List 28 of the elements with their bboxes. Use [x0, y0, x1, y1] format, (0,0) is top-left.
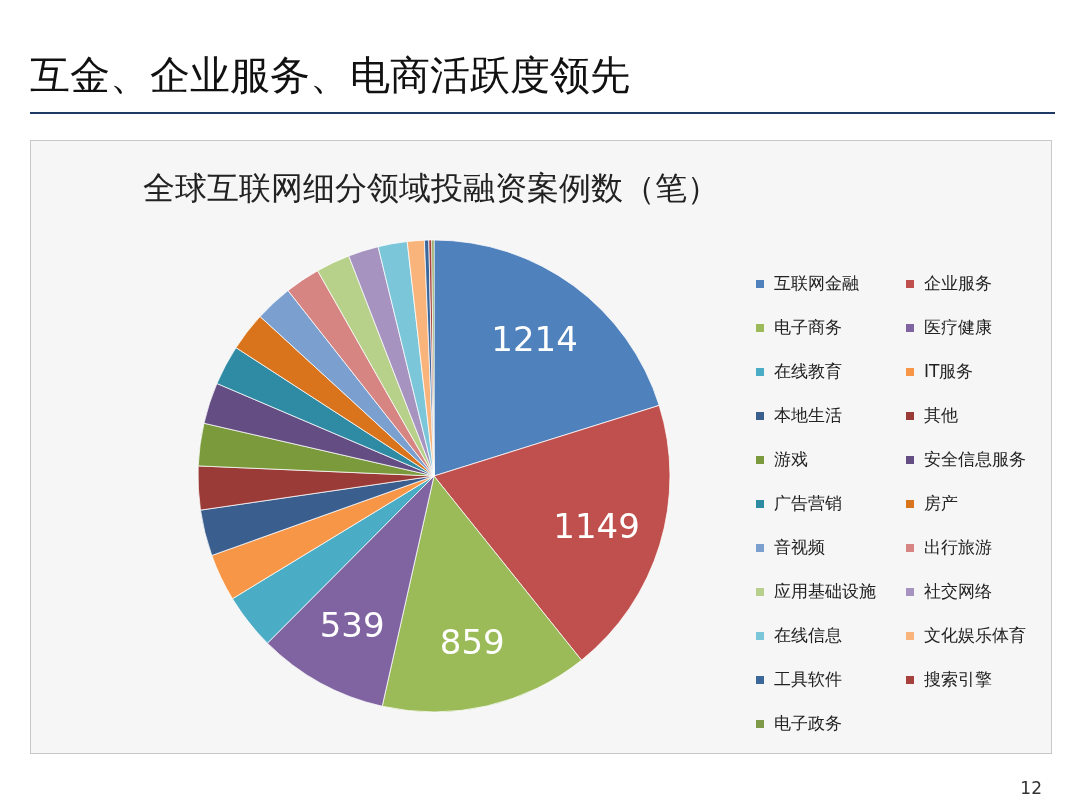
- chart-subtitle: 全球互联网细分领域投融资案例数（笔）: [142, 168, 720, 209]
- legend-label: 文化娱乐体育: [924, 624, 1026, 647]
- legend-label: 在线教育: [774, 360, 842, 383]
- legend-label: 工具软件: [774, 668, 842, 691]
- legend-label: 安全信息服务: [924, 448, 1026, 471]
- legend-label: 医疗健康: [924, 316, 992, 339]
- legend-label: 游戏: [774, 448, 808, 471]
- data-label: 1149: [553, 505, 640, 546]
- legend-label: 出行旅游: [924, 536, 992, 559]
- legend-label: 电子商务: [774, 316, 842, 339]
- data-label: 1214: [491, 319, 578, 360]
- text: 12: [1020, 778, 1042, 798]
- legend-label: 电子政务: [774, 712, 842, 735]
- legend-label: 社交网络: [924, 580, 992, 603]
- legend-label: 在线信息: [774, 624, 842, 647]
- legend-label: 房产: [924, 492, 958, 515]
- legend-label: 广告营销: [774, 492, 842, 515]
- legend-label: 其他: [924, 404, 958, 427]
- data-label: 859: [439, 621, 505, 662]
- legend-label: 企业服务: [924, 272, 992, 295]
- chart-title: 互金、企业服务、电商活跃度领先: [30, 51, 630, 100]
- data-label: 539: [319, 604, 385, 645]
- legend-label: 应用基础设施: [774, 580, 876, 603]
- legend-label: 本地生活: [774, 404, 842, 427]
- legend-label: 互联网金融: [774, 272, 859, 295]
- legend-label: 搜索引擎: [924, 668, 992, 691]
- legend-label: 音视频: [774, 536, 825, 559]
- legend-label: IT服务: [924, 360, 974, 383]
